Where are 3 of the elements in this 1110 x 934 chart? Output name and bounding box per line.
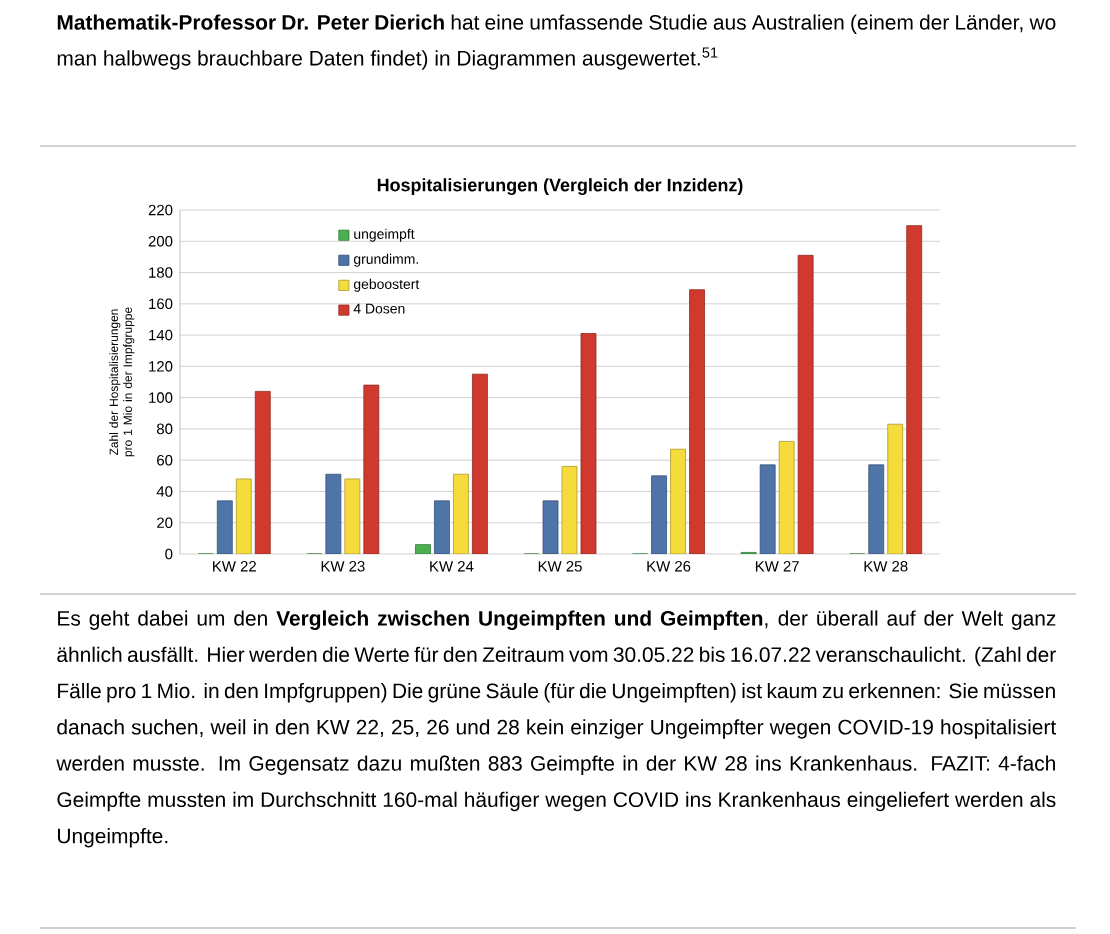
text: Mathematik-Professor Dr. Peter Dierich hat eine umfassende Studie aus Australien (einem der Länder, wo man halbwegs brauchbare Daten findet) in Diagrammen ausgewertet.$^{51}$ xyxy=(57,14,1056,70)
text: Es geht dabei um den Vergleich zwischen Ungeimpften und Geimpften, der überall auf der Welt ganz ähnlich ausfällt. Hier werden die Werte für den Zeitraum vom 30.05.22 bis 16.07.22 veranschaulicht. (Zahl der Fälle pro 1 Mio. in den Impfgruppen) Die grüne Säule (für die Ungeimpften) ist kaum zu erkennen: Sie müssen danach suchen, weil in den KW 22, 25, 26 und 28 kein einziger Ungeimpfter wegen COVID-19 hospitalisiert werden musste. Im Gegensatz dazu mußten 883 Geimpfte in der KW 28 ins Krankenhaus. FAZIT: 4-fach Geimpfte mussten im Durchschnitt 160-mal häufiger wegen COVID ins Krankenhaus eingeliefert werden als Ungeimpfte. xyxy=(56,610,1057,848)
chart-title: Hospitalisierungen (Vergleich der Inzidenz) xyxy=(377,178,743,196)
